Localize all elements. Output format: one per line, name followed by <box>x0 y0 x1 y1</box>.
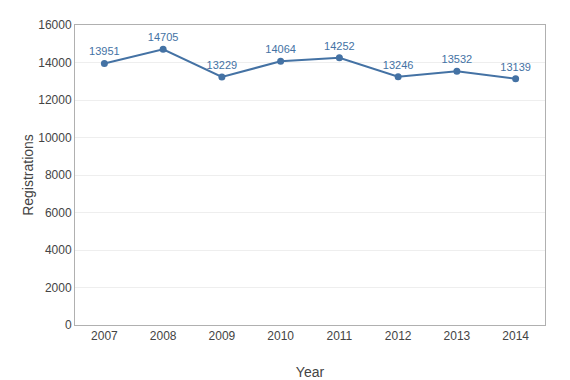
svg-text:2012: 2012 <box>385 329 412 343</box>
svg-text:13532: 13532 <box>442 53 473 65</box>
svg-text:8000: 8000 <box>45 168 72 182</box>
svg-text:Registrations: Registrations <box>20 134 36 216</box>
svg-text:2014: 2014 <box>502 329 529 343</box>
svg-text:13229: 13229 <box>207 59 238 71</box>
svg-text:0: 0 <box>65 318 72 332</box>
svg-text:2008: 2008 <box>150 329 177 343</box>
svg-text:2013: 2013 <box>444 329 471 343</box>
svg-text:14252: 14252 <box>324 40 355 52</box>
svg-text:13139: 13139 <box>500 61 531 73</box>
svg-text:2007: 2007 <box>91 329 118 343</box>
svg-text:13246: 13246 <box>383 59 414 71</box>
svg-text:4000: 4000 <box>45 243 72 257</box>
svg-text:2011: 2011 <box>326 329 352 343</box>
svg-text:14705: 14705 <box>148 31 179 43</box>
svg-text:13951: 13951 <box>89 45 120 57</box>
svg-text:14000: 14000 <box>38 56 72 70</box>
svg-text:2009: 2009 <box>209 329 236 343</box>
svg-text:12000: 12000 <box>38 93 72 107</box>
svg-text:14064: 14064 <box>265 43 296 55</box>
svg-text:2010: 2010 <box>267 329 294 343</box>
svg-text:2000: 2000 <box>45 281 72 295</box>
svg-text:16000: 16000 <box>38 18 72 32</box>
svg-text:6000: 6000 <box>45 206 72 220</box>
svg-text:10000: 10000 <box>38 131 72 145</box>
svg-text:Year: Year <box>296 364 325 380</box>
